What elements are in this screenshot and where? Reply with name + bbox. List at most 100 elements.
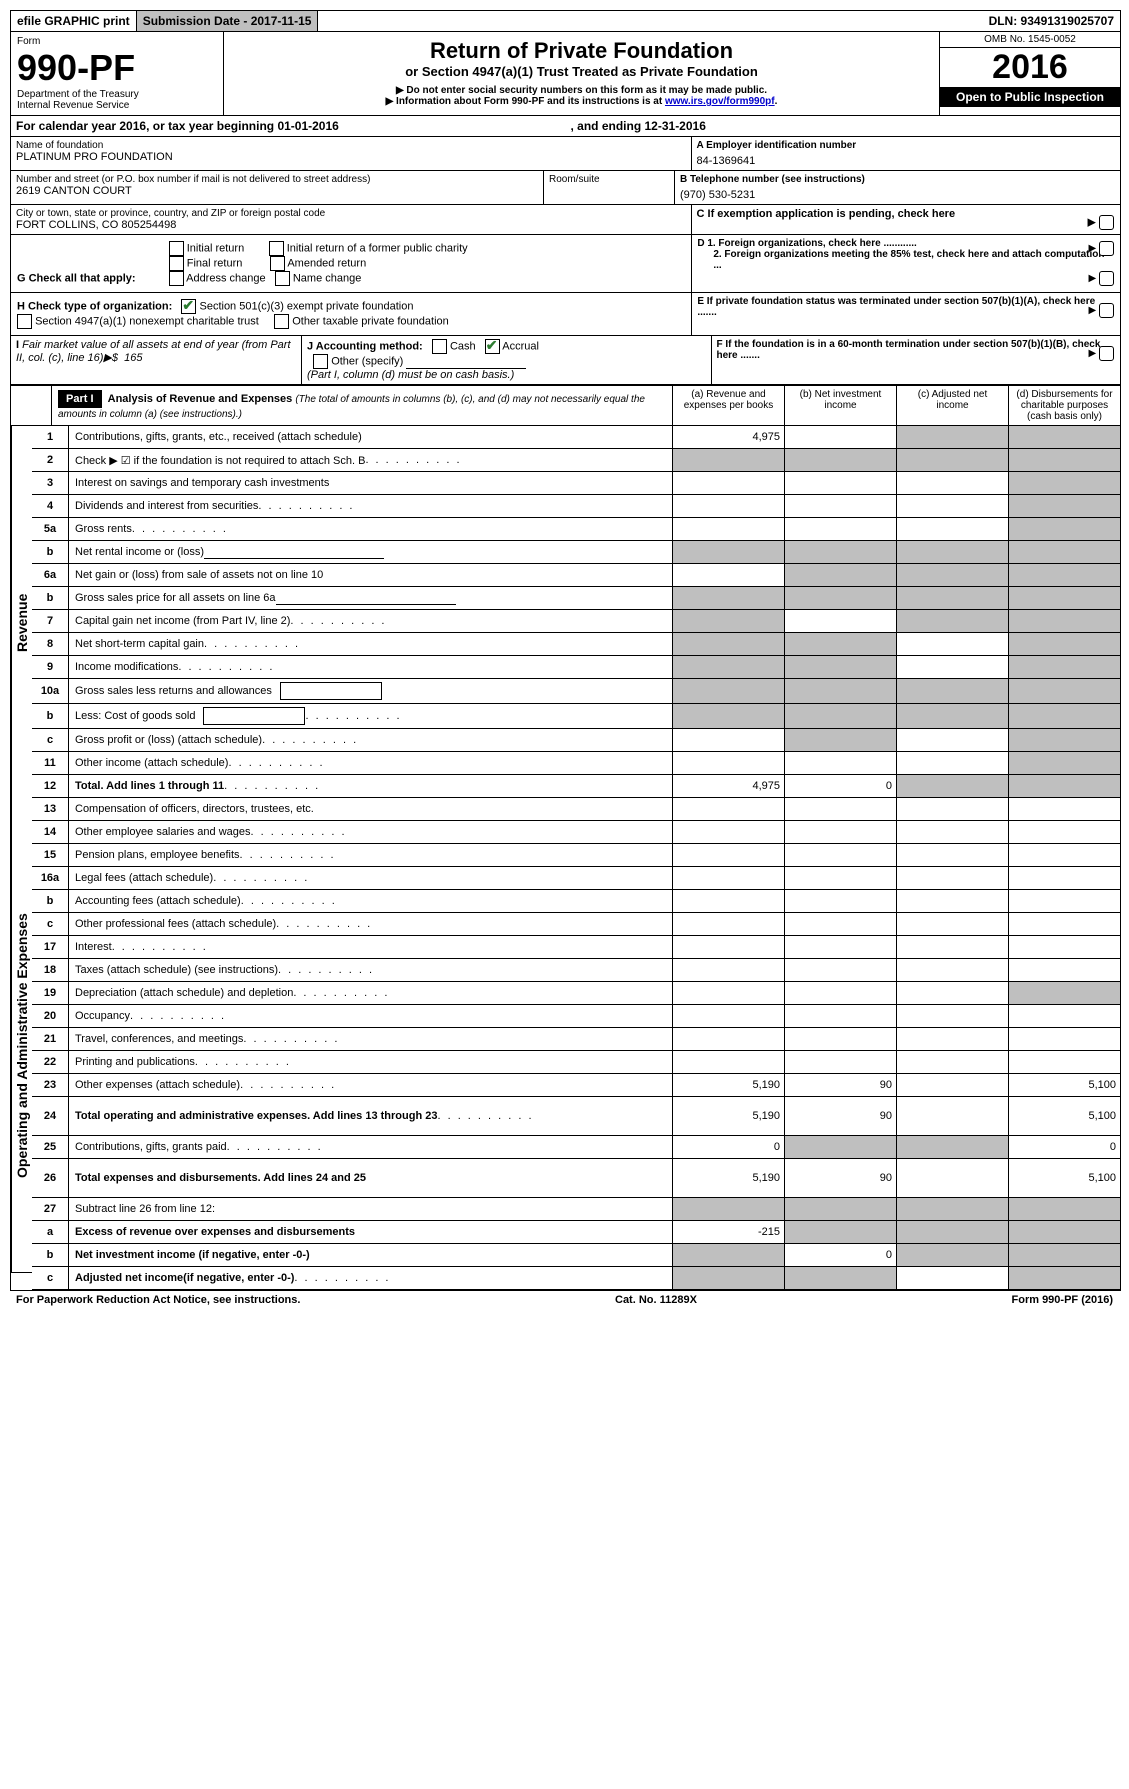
col-b — [784, 959, 896, 981]
line-row: 13Compensation of officers, directors, t… — [32, 798, 1120, 821]
line-desc: Net rental income or (loss) — [69, 541, 672, 563]
col-a — [672, 844, 784, 866]
cb-initial-former[interactable] — [269, 241, 284, 256]
line-number: b — [32, 890, 69, 912]
col-d — [1008, 913, 1120, 935]
line-desc: Excess of revenue over expenses and disb… — [69, 1221, 672, 1243]
col-a — [672, 936, 784, 958]
line-row: 3Interest on savings and temporary cash … — [32, 472, 1120, 495]
col-b — [784, 518, 896, 540]
col-b — [784, 1136, 896, 1158]
col-d — [1008, 610, 1120, 632]
col-d — [1008, 472, 1120, 494]
line-row: cGross profit or (loss) (attach schedule… — [32, 729, 1120, 752]
col-d — [1008, 564, 1120, 586]
col-c — [896, 867, 1008, 889]
d2-label: 2. Foreign organizations meeting the 85%… — [713, 249, 1104, 271]
line-number: 24 — [32, 1097, 69, 1135]
col-c — [896, 1136, 1008, 1158]
d1-checkbox[interactable] — [1099, 241, 1114, 256]
col-a — [672, 1244, 784, 1266]
line-number: 15 — [32, 844, 69, 866]
col-a: 5,190 — [672, 1074, 784, 1096]
cb-name-change[interactable] — [275, 271, 290, 286]
cb-initial-return[interactable] — [169, 241, 184, 256]
col-c — [896, 679, 1008, 703]
line-desc: Capital gain net income (from Part IV, l… — [69, 610, 672, 632]
line-row: 17Interest — [32, 936, 1120, 959]
line-desc: Interest — [69, 936, 672, 958]
line-desc: Net short-term capital gain — [69, 633, 672, 655]
cb-501c3[interactable] — [181, 299, 196, 314]
col-d — [1008, 1005, 1120, 1027]
line-number: 11 — [32, 752, 69, 774]
col-a — [672, 752, 784, 774]
col-a — [672, 959, 784, 981]
col-d — [1008, 959, 1120, 981]
g-label: G Check all that apply: — [17, 272, 136, 284]
cb-other-method[interactable] — [313, 354, 328, 369]
col-d — [1008, 752, 1120, 774]
col-b: 0 — [784, 775, 896, 797]
form-title: Return of Private Foundation — [230, 38, 933, 64]
cb-4947a1[interactable] — [17, 314, 32, 329]
col-d — [1008, 426, 1120, 448]
col-d — [1008, 844, 1120, 866]
col-a — [672, 704, 784, 728]
d1-label: D 1. Foreign organizations, check here .… — [697, 238, 917, 249]
line-desc: Net investment income (if negative, ente… — [69, 1244, 672, 1266]
omb-number: OMB No. 1545-0052 — [940, 32, 1120, 48]
line-desc: Total expenses and disbursements. Add li… — [69, 1159, 672, 1197]
f-checkbox[interactable] — [1099, 346, 1114, 361]
col-d: 0 — [1008, 1136, 1120, 1158]
open-inspection: Open to Public Inspection — [940, 87, 1120, 107]
col-a: -215 — [672, 1221, 784, 1243]
line-row: bGross sales price for all assets on lin… — [32, 587, 1120, 610]
i-label: Fair market value of all assets at end o… — [16, 339, 291, 364]
col-d — [1008, 936, 1120, 958]
col-b — [784, 890, 896, 912]
col-d — [1008, 729, 1120, 751]
line-desc: Total. Add lines 1 through 11 — [69, 775, 672, 797]
lines-table: 1Contributions, gifts, grants, etc., rec… — [32, 426, 1120, 1290]
line-desc: Contributions, gifts, grants paid — [69, 1136, 672, 1158]
col-b — [784, 1267, 896, 1289]
line-desc: Taxes (attach schedule) (see instruction… — [69, 959, 672, 981]
col-d — [1008, 587, 1120, 609]
cb-other-taxable[interactable] — [274, 314, 289, 329]
col-c — [896, 821, 1008, 843]
cb-amended-return[interactable] — [270, 256, 285, 271]
cb-cash[interactable] — [432, 339, 447, 354]
address-label: Number and street (or P.O. box number if… — [16, 174, 538, 185]
calendar-year-begin: For calendar year 2016, or tax year begi… — [11, 116, 566, 136]
col-d — [1008, 679, 1120, 703]
col-c — [896, 798, 1008, 820]
col-b — [784, 495, 896, 517]
c-checkbox[interactable] — [1099, 215, 1114, 230]
instructions-link[interactable]: www.irs.gov/form990pf — [665, 96, 775, 107]
line-row: 22Printing and publications — [32, 1051, 1120, 1074]
line-number: 20 — [32, 1005, 69, 1027]
calendar-year-end: , and ending 12-31-2016 — [566, 116, 1121, 136]
col-a — [672, 867, 784, 889]
col-d-head: (d) Disbursements for charitable purpose… — [1008, 386, 1120, 425]
e-checkbox[interactable] — [1099, 303, 1114, 318]
col-b — [784, 729, 896, 751]
cb-address-change[interactable] — [169, 271, 184, 286]
d2-checkbox[interactable] — [1099, 271, 1114, 286]
col-b — [784, 913, 896, 935]
cb-accrual[interactable] — [485, 339, 500, 354]
col-a — [672, 610, 784, 632]
form-word: Form — [17, 36, 217, 47]
line-number: 5a — [32, 518, 69, 540]
col-c — [896, 729, 1008, 751]
col-b — [784, 1051, 896, 1073]
line-row: 5aGross rents — [32, 518, 1120, 541]
col-c — [896, 1028, 1008, 1050]
col-b — [784, 541, 896, 563]
line-row: 7Capital gain net income (from Part IV, … — [32, 610, 1120, 633]
cb-final-return[interactable] — [169, 256, 184, 271]
line-desc: Gross sales price for all assets on line… — [69, 587, 672, 609]
col-b — [784, 982, 896, 1004]
line-desc: Subtract line 26 from line 12: — [69, 1198, 672, 1220]
